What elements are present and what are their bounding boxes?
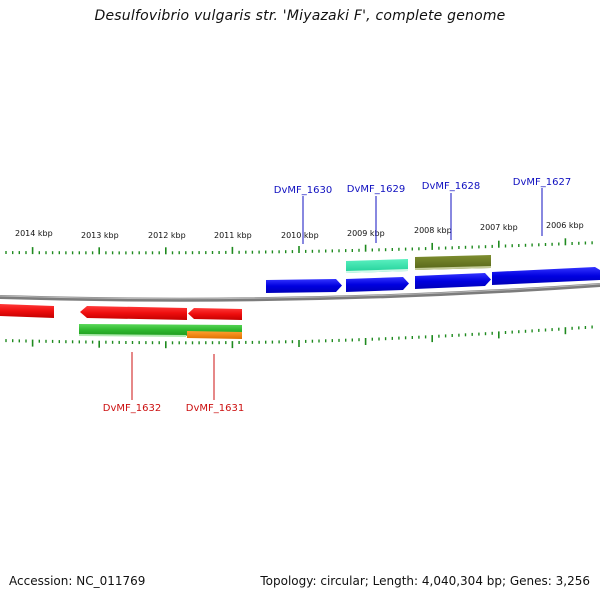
accession-text: Accession: NC_011769 [9, 574, 146, 588]
gene-arrow-reverse-partial[interactable] [0, 304, 54, 318]
gene-label-dvmf-1628[interactable]: DvMF_1628 [422, 181, 480, 192]
gene-label-dvmf-1631[interactable]: DvMF_1631 [186, 403, 244, 414]
gene-label-dvmf-1627[interactable]: DvMF_1627 [513, 177, 571, 188]
outer-tick-row [5, 238, 593, 255]
reverse-strand [0, 304, 242, 320]
reverse-gene-labels: DvMF_1632 DvMF_1631 [103, 403, 244, 414]
green-feature-edge [79, 334, 186, 337]
forward-gene-labels: DvMF_1630 DvMF_1629 DvMF_1628 DvMF_1627 [274, 177, 571, 196]
teal-feature-edge [346, 269, 408, 273]
gene-arrow-dvmf-1629[interactable] [346, 277, 409, 292]
scale-label: 2012 kbp [148, 231, 186, 240]
map-title: Desulfovibrio vulgaris str. 'Miyazaki F'… [94, 8, 506, 24]
reverse-label-lines [131, 352, 215, 400]
scale-label: 2011 kbp [214, 231, 252, 240]
scale-label: 2007 kbp [480, 223, 518, 232]
gene-arrow-dvmf-1632[interactable] [80, 306, 187, 320]
scale-label: 2008 kbp [414, 226, 452, 235]
gene-label-dvmf-1630[interactable]: DvMF_1630 [274, 185, 332, 196]
scale-label: 2006 kbp [546, 221, 584, 230]
orange-feature [187, 331, 242, 339]
topology-summary: Topology: circular; Length: 4,040,304 bp… [260, 574, 590, 588]
olive-feature [415, 255, 491, 270]
scale-labels: 2014 kbp 2013 kbp 2012 kbp 2011 kbp 2010… [15, 221, 584, 240]
gene-arrow-dvmf-1631[interactable] [188, 308, 242, 320]
genome-backbone [0, 283, 600, 302]
genome-backbone-highlight [0, 283, 600, 300]
gene-arrow-dvmf-1630[interactable] [266, 279, 342, 293]
scale-label: 2010 kbp [281, 231, 319, 240]
scale-label: 2014 kbp [15, 229, 53, 238]
gene-label-dvmf-1629[interactable]: DvMF_1629 [347, 184, 405, 195]
scale-label: 2009 kbp [347, 229, 385, 238]
inner-tick-row [5, 325, 593, 349]
forward-aux-features [346, 255, 491, 273]
olive-feature-edge [415, 266, 491, 270]
forward-label-lines [302, 188, 543, 244]
gene-arrow-dvmf-1628[interactable] [415, 273, 491, 289]
gene-label-dvmf-1632[interactable]: DvMF_1632 [103, 403, 161, 414]
scale-label: 2013 kbp [81, 231, 119, 240]
reverse-aux-features [79, 324, 242, 339]
forward-strand [266, 267, 600, 293]
gene-arrow-dvmf-1627[interactable] [492, 267, 600, 285]
